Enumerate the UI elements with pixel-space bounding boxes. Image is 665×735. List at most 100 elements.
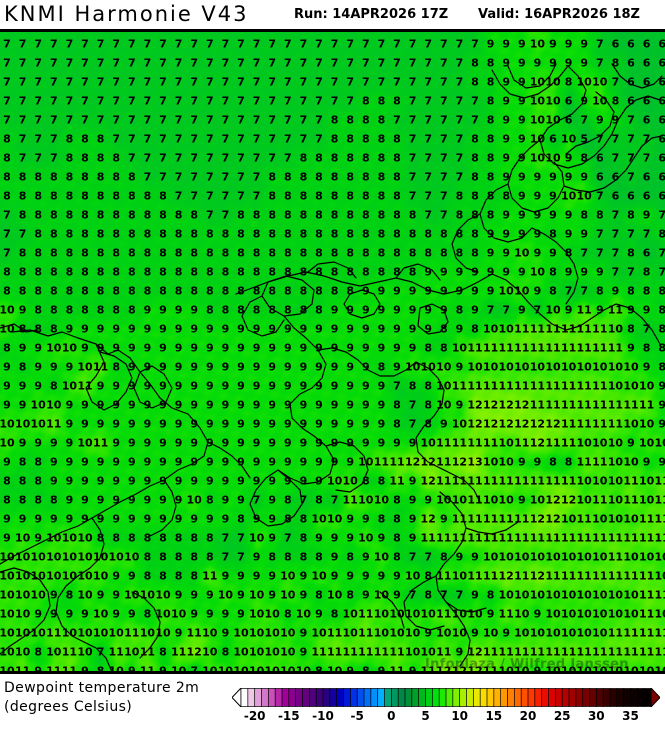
grid-value: 8: [252, 246, 261, 260]
grid-value: 11: [514, 322, 530, 336]
grid-value: 9: [361, 303, 370, 317]
grid-value: 8: [159, 208, 167, 222]
grid-value: 8: [330, 170, 339, 184]
grid-value: 8: [159, 550, 167, 564]
grid-value: 8: [377, 474, 386, 488]
grid-value: 11: [451, 436, 468, 450]
grid-value: 7: [299, 94, 308, 108]
grid-value: 6: [564, 113, 573, 127]
coastline-path: [435, 491, 487, 613]
grid-value: 7: [127, 113, 136, 127]
grid-value: 8: [580, 151, 589, 165]
grid-value: 8: [159, 284, 167, 298]
grid-value: 7: [143, 75, 152, 89]
colorbar-right-arrow: [650, 688, 660, 707]
grid-value: 9: [81, 322, 89, 336]
grid-value: 9: [642, 208, 651, 222]
grid-value: 9: [127, 379, 136, 393]
grid-value: 8: [65, 284, 74, 298]
grid-value: 7: [237, 56, 245, 70]
coastline-path: [133, 365, 173, 409]
colorbar-swatch: [466, 688, 474, 707]
grid-value: 9: [595, 113, 604, 127]
grid-value: 8: [471, 75, 479, 89]
colorbar-tick: 35: [622, 709, 639, 723]
grid-value: 11: [61, 664, 78, 674]
grid-value: 10: [529, 360, 546, 374]
grid-value: 7: [439, 170, 448, 184]
grid-value: 10: [14, 588, 31, 602]
grid-value: 9: [346, 569, 355, 583]
grid-value: 7: [3, 37, 11, 51]
grid-value: 9: [190, 398, 199, 412]
grid-value: 9: [159, 493, 167, 507]
grid-value: 9: [486, 37, 495, 51]
grid-value: 10: [654, 569, 665, 583]
grid-value: 9: [174, 341, 183, 355]
grid-value: 10: [451, 341, 468, 355]
coastline-path: [417, 303, 449, 335]
colorbar-swatch: [609, 688, 618, 707]
grid-value: 10: [202, 645, 218, 659]
grid-value: 6: [611, 37, 620, 51]
grid-value: 10: [373, 493, 390, 507]
grid-value: 7: [439, 151, 448, 165]
grid-value: 11: [638, 531, 655, 545]
grid-value: 11: [529, 645, 546, 659]
grid-value: 11: [560, 645, 577, 659]
grid-value: 7: [252, 493, 261, 507]
grid-value: 9: [237, 455, 245, 469]
grid-value: 9: [471, 303, 479, 317]
grid-value: 10: [592, 550, 608, 564]
grid-value: 9: [174, 512, 183, 526]
grid-value: 8: [424, 588, 433, 602]
grid-value: 10: [638, 493, 655, 507]
grid-value: 8: [205, 493, 214, 507]
grid-value: 9: [658, 457, 665, 468]
grid-value: 10: [108, 550, 124, 564]
grid-value: 7: [346, 37, 355, 51]
grid-value: 11: [623, 493, 639, 507]
grid-value: 9: [221, 493, 230, 507]
grid-value: 11: [576, 512, 592, 526]
grid-value: 8: [361, 265, 370, 279]
grid-value: 6: [658, 115, 665, 126]
grid-value: 7: [627, 227, 635, 241]
grid-value: 7: [642, 227, 651, 241]
coastline-path: [249, 469, 303, 527]
grid-value: 7: [252, 151, 261, 165]
grid-value: 9: [361, 379, 370, 393]
grid-value: 12: [529, 436, 546, 450]
grid-value: 9: [49, 474, 58, 488]
weather-map[interactable]: 7 7 7 7 7 7 7 7 7 7 7 7 7 7 7 7 7 7 7 7 7 7 7 7 7 7 7 7 7 7 7 9 9 9 10 9 9 9 7…: [0, 29, 665, 674]
coastline-path: [379, 591, 405, 629]
grid-value: 10: [30, 569, 46, 583]
grid-value: 9: [205, 398, 214, 412]
grid-value: 9: [330, 436, 339, 450]
grid-value: 9: [393, 322, 401, 336]
grid-value: 10: [560, 360, 577, 374]
grid-value: 8: [81, 284, 89, 298]
grid-value: 7: [49, 151, 58, 165]
grid-value: 7: [205, 113, 214, 127]
grid-value: 9: [96, 379, 105, 393]
grid-value: 9: [159, 322, 167, 336]
grid-value: 9: [143, 341, 152, 355]
grid-value: 10: [576, 474, 592, 488]
grid-value: 8: [471, 56, 479, 70]
grid-value: 10: [607, 455, 624, 469]
grid-value: 7: [205, 56, 214, 70]
grid-value: 8: [3, 341, 11, 355]
grid-value: 9: [237, 493, 245, 507]
grid-value: 11: [46, 664, 62, 674]
grid-value: 9: [143, 360, 152, 374]
grid-value: 8: [439, 227, 448, 241]
grid-value: 6: [658, 77, 665, 88]
colorbar-swatch: [411, 688, 420, 707]
grid-value: 11: [326, 626, 343, 640]
grid-value: 7: [143, 170, 152, 184]
colorbar-swatch: [329, 688, 338, 707]
grid-value: 10: [14, 550, 31, 564]
coastline-path: [439, 467, 481, 503]
grid-value: 7: [252, 94, 261, 108]
